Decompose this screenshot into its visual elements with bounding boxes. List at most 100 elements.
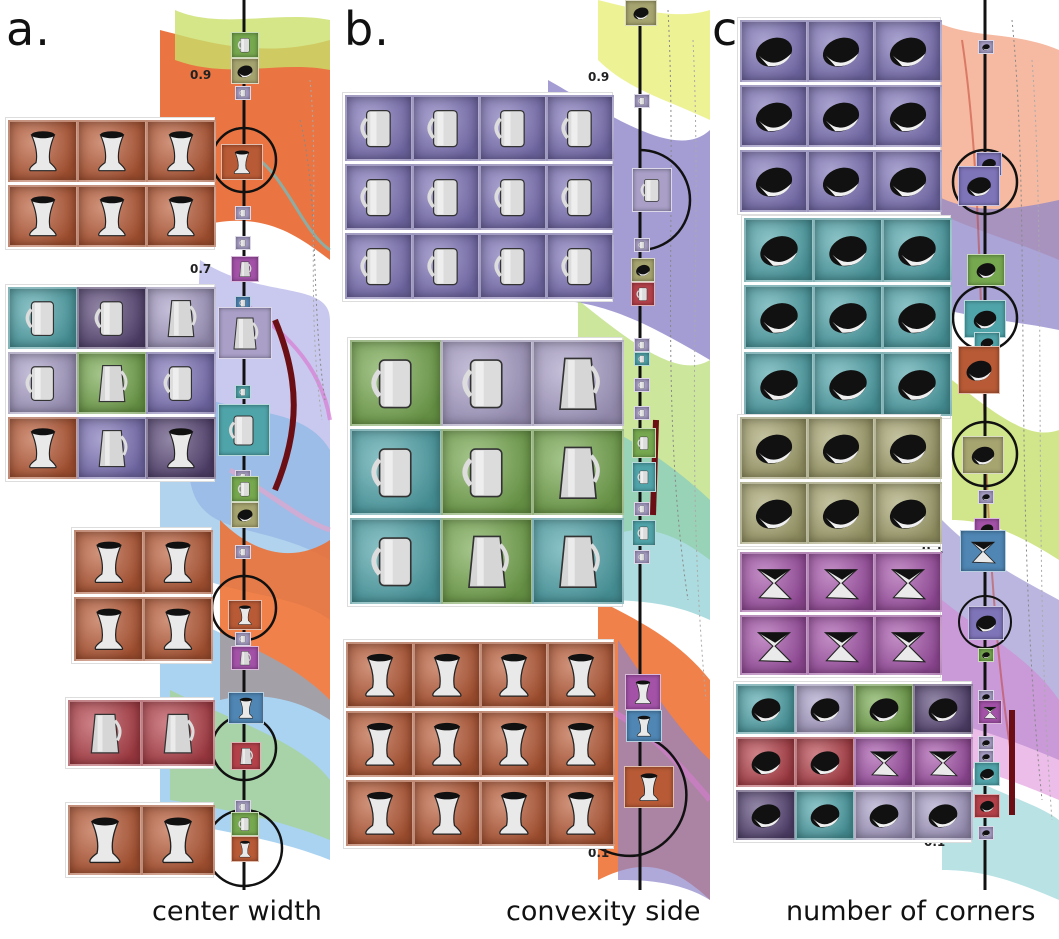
shape-tile[interactable] xyxy=(441,340,533,426)
shape-tile[interactable] xyxy=(546,164,614,230)
axis-thumbnail[interactable] xyxy=(235,236,251,250)
axis-thumbnail[interactable] xyxy=(968,606,1004,640)
shape-tile[interactable] xyxy=(77,287,147,349)
shape-tile[interactable] xyxy=(807,20,875,82)
shape-tile[interactable] xyxy=(736,790,796,840)
shape-tile[interactable] xyxy=(874,85,942,147)
axis-thumbnail[interactable] xyxy=(221,144,263,180)
shape-tile[interactable] xyxy=(547,642,615,708)
shape-tile[interactable] xyxy=(345,233,413,299)
shape-tile[interactable] xyxy=(740,482,808,544)
shape-tile[interactable] xyxy=(744,285,814,349)
axis-thumbnail[interactable] xyxy=(634,406,650,420)
shape-tile[interactable] xyxy=(913,737,973,787)
axis-thumbnail[interactable] xyxy=(978,750,994,764)
shape-tile[interactable] xyxy=(874,20,942,82)
shape-tile[interactable] xyxy=(795,737,855,787)
shape-tile[interactable] xyxy=(740,552,808,612)
axis-thumbnail[interactable] xyxy=(978,490,994,504)
shape-tile[interactable] xyxy=(8,352,78,414)
shape-tile[interactable] xyxy=(346,642,414,708)
axis-thumbnail[interactable] xyxy=(235,545,251,559)
shape-tile[interactable] xyxy=(146,352,216,414)
axis-thumbnail[interactable] xyxy=(634,338,650,352)
axis-thumbnail[interactable] xyxy=(235,86,251,100)
shape-tile[interactable] xyxy=(807,417,875,479)
shape-tile[interactable] xyxy=(882,285,952,349)
shape-tile[interactable] xyxy=(813,285,883,349)
axis-thumbnail[interactable] xyxy=(634,238,650,252)
axis-thumbnail[interactable] xyxy=(958,166,1000,206)
shape-tile[interactable] xyxy=(141,805,215,875)
shape-tile[interactable] xyxy=(874,150,942,212)
shape-tile[interactable] xyxy=(345,95,413,161)
axis-thumbnail[interactable] xyxy=(960,530,1006,572)
shape-tile[interactable] xyxy=(68,805,142,875)
axis-thumbnail[interactable] xyxy=(231,256,259,282)
shape-tile[interactable] xyxy=(807,482,875,544)
axis-thumbnail[interactable] xyxy=(634,378,650,392)
shape-tile[interactable] xyxy=(740,615,808,675)
shape-tile[interactable] xyxy=(143,530,213,594)
axis-thumbnail[interactable] xyxy=(967,254,1005,286)
shape-tile[interactable] xyxy=(77,120,147,182)
shape-tile[interactable] xyxy=(346,780,414,846)
shape-tile[interactable] xyxy=(874,482,942,544)
shape-tile[interactable] xyxy=(77,417,147,479)
axis-thumbnail[interactable] xyxy=(978,736,994,750)
shape-tile[interactable] xyxy=(795,684,855,734)
shape-tile[interactable] xyxy=(146,120,216,182)
shape-tile[interactable] xyxy=(479,233,547,299)
axis-thumbnail[interactable] xyxy=(228,600,262,630)
shape-tile[interactable] xyxy=(807,552,875,612)
shape-tile[interactable] xyxy=(807,615,875,675)
shape-tile[interactable] xyxy=(412,95,480,161)
shape-tile[interactable] xyxy=(77,352,147,414)
shape-tile[interactable] xyxy=(346,711,414,777)
axis-thumbnail[interactable] xyxy=(634,94,650,108)
shape-tile[interactable] xyxy=(882,352,952,416)
shape-tile[interactable] xyxy=(532,340,624,426)
shape-tile[interactable] xyxy=(74,530,144,594)
shape-tile[interactable] xyxy=(413,642,481,708)
shape-tile[interactable] xyxy=(74,597,144,661)
shape-tile[interactable] xyxy=(412,233,480,299)
shape-tile[interactable] xyxy=(479,164,547,230)
shape-tile[interactable] xyxy=(913,684,973,734)
shape-tile[interactable] xyxy=(807,150,875,212)
shape-tile[interactable] xyxy=(8,185,78,247)
axis-thumbnail[interactable] xyxy=(626,710,662,742)
axis-thumbnail[interactable] xyxy=(231,58,259,84)
shape-tile[interactable] xyxy=(854,684,914,734)
shape-tile[interactable] xyxy=(854,737,914,787)
axis-thumbnail[interactable] xyxy=(231,476,259,502)
axis-thumbnail[interactable] xyxy=(231,812,259,836)
shape-tile[interactable] xyxy=(480,780,548,846)
shape-tile[interactable] xyxy=(882,218,952,282)
axis-thumbnail[interactable] xyxy=(624,766,674,808)
axis-thumbnail[interactable] xyxy=(978,700,1002,724)
shape-tile[interactable] xyxy=(736,737,796,787)
shape-tile[interactable] xyxy=(532,518,624,604)
shape-tile[interactable] xyxy=(736,684,796,734)
shape-tile[interactable] xyxy=(441,518,533,604)
axis-thumbnail[interactable] xyxy=(978,648,994,662)
shape-tile[interactable] xyxy=(146,417,216,479)
axis-thumbnail[interactable] xyxy=(632,520,656,546)
shape-tile[interactable] xyxy=(854,790,914,840)
shape-tile[interactable] xyxy=(8,287,78,349)
axis-thumbnail[interactable] xyxy=(231,646,259,670)
shape-tile[interactable] xyxy=(740,150,808,212)
shape-tile[interactable] xyxy=(547,780,615,846)
shape-tile[interactable] xyxy=(532,429,624,515)
shape-tile[interactable] xyxy=(77,185,147,247)
shape-tile[interactable] xyxy=(546,95,614,161)
shape-tile[interactable] xyxy=(813,352,883,416)
shape-tile[interactable] xyxy=(913,790,973,840)
shape-tile[interactable] xyxy=(547,711,615,777)
axis-thumbnail[interactable] xyxy=(218,307,272,359)
shape-tile[interactable] xyxy=(441,429,533,515)
shape-tile[interactable] xyxy=(480,642,548,708)
shape-tile[interactable] xyxy=(874,552,942,612)
axis-thumbnail[interactable] xyxy=(978,40,994,54)
